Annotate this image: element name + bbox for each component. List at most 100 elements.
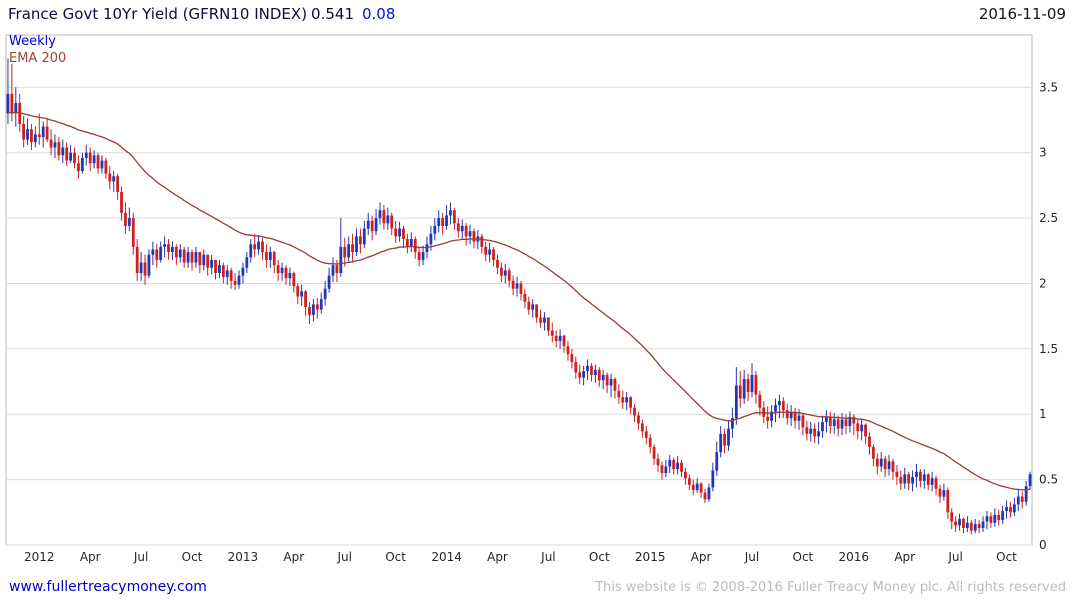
candle-body <box>938 488 942 497</box>
candle-body <box>124 212 127 226</box>
candle-body <box>10 93 14 114</box>
candle-body <box>597 369 601 381</box>
candle-body <box>664 466 668 474</box>
candle-body <box>844 419 848 426</box>
candle-body <box>680 462 683 472</box>
candle-body <box>218 265 221 273</box>
candle-body <box>973 524 977 531</box>
candle-body <box>488 249 492 255</box>
x-axis-tick-label: Jul <box>744 550 759 564</box>
candle-body <box>452 210 456 224</box>
instrument-name: France Govt 10Yr Yield (GFRN10 INDEX) <box>8 5 308 23</box>
candle-body <box>480 236 484 247</box>
candle-body <box>750 375 754 392</box>
candle-body <box>852 416 856 424</box>
candle-body <box>539 317 542 323</box>
candle-body <box>891 461 895 472</box>
timeframe-label: Weekly <box>9 34 56 49</box>
candle-body <box>1020 496 1024 502</box>
candle-body <box>112 176 116 182</box>
candle-body <box>339 246 343 273</box>
candle-body <box>6 93 10 114</box>
candle-body <box>969 522 973 531</box>
candle-body <box>370 220 374 232</box>
candle-body <box>80 157 84 171</box>
candle-body <box>946 490 950 513</box>
candle-body <box>531 304 535 310</box>
candle-body <box>14 103 18 114</box>
candle-body <box>296 286 300 297</box>
candle-body <box>472 231 476 242</box>
candle-body <box>660 465 664 474</box>
candle-body <box>272 252 276 266</box>
candle-body <box>574 361 578 373</box>
plot-area <box>5 34 1033 546</box>
candle-body <box>417 252 421 260</box>
candle-body <box>433 225 437 234</box>
candle-body <box>809 428 813 434</box>
candle-body <box>120 191 123 213</box>
candle-body <box>848 416 852 426</box>
candle-body <box>351 244 354 253</box>
candle-body <box>668 460 672 467</box>
candle-body <box>637 415 640 424</box>
candle-body <box>182 249 186 263</box>
candle-body <box>703 492 707 500</box>
candle-body <box>127 218 131 226</box>
candle-body <box>911 477 914 484</box>
candle-body <box>519 283 523 294</box>
candle-body <box>1028 474 1032 487</box>
candle-body <box>499 267 503 276</box>
candle-body <box>280 267 284 273</box>
candle-body <box>989 516 993 523</box>
candle-body <box>515 283 519 289</box>
candle-body <box>214 259 217 273</box>
candle-body <box>590 365 593 375</box>
candle-body <box>731 418 734 429</box>
candle-body <box>405 239 409 247</box>
y-axis-tick-label: 2 <box>1039 277 1047 291</box>
candle-body <box>163 244 166 247</box>
candle-body <box>261 241 264 253</box>
candle-body <box>139 262 143 273</box>
candle-body <box>249 244 253 258</box>
page-footer: www.fullertreacymoney.com This website i… <box>0 574 1075 600</box>
candle-body <box>77 163 80 171</box>
x-axis-tick-label: Jul <box>336 550 351 564</box>
candle-body <box>805 427 809 434</box>
candle-body <box>22 123 26 140</box>
candle-body <box>828 416 832 426</box>
candle-body <box>312 304 315 315</box>
candle-body <box>907 474 911 484</box>
candle-body <box>390 215 394 229</box>
chart-header: France Govt 10Yr Yield (GFRN10 INDEX) 0.5… <box>0 0 1075 30</box>
x-axis-tick-label: Apr <box>80 550 101 564</box>
site-link[interactable]: www.fullertreacymoney.com <box>9 579 207 595</box>
candle-body <box>746 378 750 392</box>
candle-body <box>198 252 202 266</box>
candle-body <box>586 365 589 372</box>
ema-line <box>8 111 1031 491</box>
candle-body <box>319 299 323 310</box>
candle-body <box>875 458 879 467</box>
candle-body <box>409 239 413 247</box>
candle-body <box>950 512 954 522</box>
candle-body <box>359 236 362 245</box>
candle-body <box>652 446 656 459</box>
candle-body <box>41 126 45 137</box>
candle-body <box>104 160 108 174</box>
candle-body <box>656 458 660 466</box>
candle-body <box>437 218 441 226</box>
candle-body <box>331 265 335 276</box>
candle-body <box>899 477 903 484</box>
candle-body <box>582 371 586 378</box>
candle-body <box>860 424 864 432</box>
candle-body <box>625 397 629 403</box>
candle-body <box>915 471 918 477</box>
candle-body <box>315 304 319 310</box>
candle-body <box>174 246 178 258</box>
candle-body <box>167 244 170 253</box>
candle-body <box>327 275 331 289</box>
candle-body <box>53 142 57 148</box>
candle-body <box>1016 496 1020 505</box>
